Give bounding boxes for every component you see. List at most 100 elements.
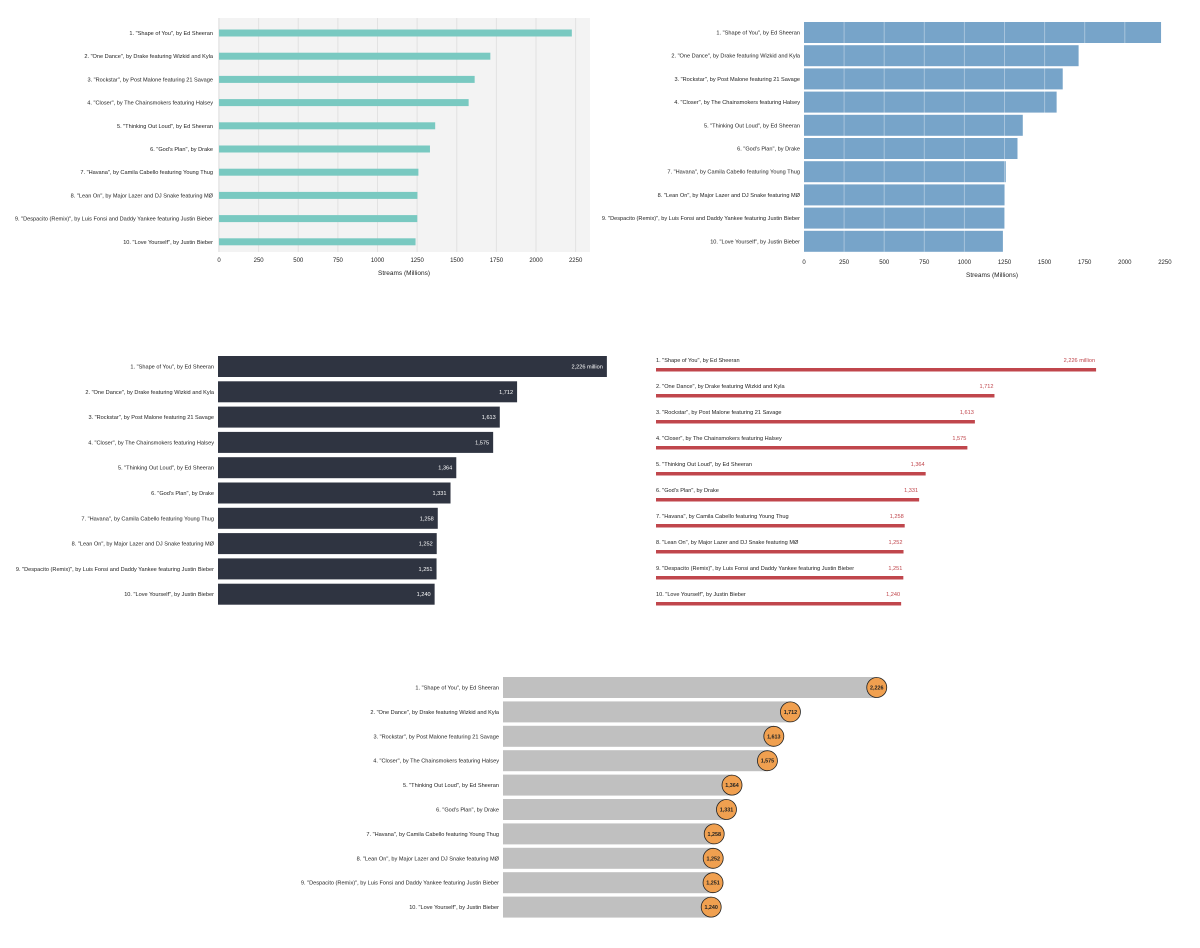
chart-1-category-label: 9. "Despacito (Remix)", by Luis Fonsi an… <box>15 217 213 223</box>
chart-5-category-label: 10. "Love Yourself", by Justin Bieber <box>409 905 499 911</box>
chart-5-category-label: 7. "Havana", by Camila Cabello featuring… <box>366 832 499 838</box>
chart-3-value-label: 2,226 million <box>571 365 602 371</box>
chart-3-category-label: 3. "Rockstar", by Post Malone featuring … <box>88 415 214 421</box>
chart-2-bar <box>804 207 1005 229</box>
chart-5-category-label: 1. "Shape of You", by Ed Sheeran <box>415 686 499 692</box>
chart-5-value-label: 1,252 <box>706 856 720 862</box>
chart-5-value-label: 1,331 <box>720 808 734 814</box>
chart-2-category-label: 1. "Shape of You", by Ed Sheeran <box>716 31 800 37</box>
chart-4-category-label: 2. "One Dance", by Drake featuring Wizki… <box>656 384 786 390</box>
chart-1-tick-label: 500 <box>293 258 304 264</box>
chart-2-blue: 1. "Shape of You", by Ed Sheeran 2. "One … <box>602 22 1172 279</box>
chart-2-tick-label: 1000 <box>958 260 972 266</box>
chart-5-category-label: 4. "Closer", by The Chainsmokers featuri… <box>373 759 499 765</box>
chart-4-value-label: 1,251 <box>888 566 902 572</box>
chart-3-category-label: 7. "Havana", by Camila Cabello featuring… <box>81 516 214 522</box>
chart-3-value-label: 1,251 <box>419 567 433 573</box>
chart-1-tick-label: 2250 <box>569 258 583 264</box>
chart-2-tick-label: 1500 <box>1038 260 1052 266</box>
chart-5-value-label: 1,575 <box>761 759 775 765</box>
chart-5-bar <box>503 823 715 845</box>
chart-2-tick-label: 1250 <box>998 260 1012 266</box>
chart-3-category-label: 4. "Closer", by The Chainsmokers featuri… <box>88 440 214 446</box>
chart-4-value-label: 1,258 <box>890 514 904 520</box>
chart-5-bar <box>503 750 768 772</box>
chart-4-bar <box>656 550 904 554</box>
chart-4-value-label: 2,226 million <box>1064 358 1095 364</box>
chart-5-value-marker <box>763 725 785 747</box>
chart-5-value-marker <box>757 750 778 772</box>
chart-2-bar <box>804 45 1079 67</box>
chart-1-bar <box>219 99 469 107</box>
chart-1-bar <box>219 238 416 246</box>
chart-3-category-label: 9. "Despacito (Remix)", by Luis Fonsi an… <box>16 567 214 573</box>
chart-3-value-label: 1,252 <box>419 542 433 548</box>
chart-1-category-label: 7. "Havana", by Camila Cabello featuring… <box>80 170 213 176</box>
chart-1-category-label: 4. "Closer", by The Chainsmokers featuri… <box>87 101 213 107</box>
chart-1-tick-label: 0 <box>217 258 221 264</box>
chart-1-category-label: 6. "God's Plan", by Drake <box>150 147 213 153</box>
chart-4-value-label: 1,613 <box>960 410 974 416</box>
chart-5-value-label: 1,258 <box>707 832 721 838</box>
chart-4-bar <box>656 420 975 424</box>
chart-2-bar <box>804 22 1162 43</box>
chart-5-value-marker <box>866 677 888 698</box>
chart-3-bar <box>218 583 435 605</box>
chart-2-bar <box>804 68 1063 90</box>
chart-4-bar <box>656 602 902 606</box>
chart-3-dark: 1. "Shape of You", by Ed Sheeran 2,226 mi… <box>16 356 607 605</box>
chart-5-category-label: 3. "Rockstar", by Post Malone featuring … <box>373 734 499 740</box>
chart-5-bar <box>503 896 712 918</box>
chart-3-value-label: 1,613 <box>482 415 496 421</box>
chart-2-tick-label: 2000 <box>1118 260 1132 266</box>
chart-4-bar <box>656 446 968 450</box>
chart-3-bar <box>218 457 457 479</box>
chart-3-category-label: 6. "God's Plan", by Drake <box>151 491 214 497</box>
chart-2-category-label: 10. "Love Yourself", by Justin Bieber <box>710 239 800 245</box>
chart-5-value-label: 1,251 <box>706 881 720 887</box>
chart-4-value-label: 1,712 <box>979 384 993 390</box>
chart-5-value-marker <box>780 701 801 723</box>
chart-5-category-label: 5. "Thinking Out Loud", by Ed Sheeran <box>403 783 499 789</box>
chart-4-bar <box>656 576 904 580</box>
chart-2-category-label: 3. "Rockstar", by Post Malone featuring … <box>674 77 800 83</box>
chart-3-bar <box>218 431 494 453</box>
chart-1-bar <box>219 168 419 176</box>
chart-4-category-label: 1. "Shape of You", by Ed Sheeran <box>656 358 740 364</box>
chart-3-bar <box>218 381 518 403</box>
chart-1-category-label: 1. "Shape of You", by Ed Sheeran <box>129 31 213 37</box>
chart-2-category-label: 5. "Thinking Out Loud", by Ed Sheeran <box>704 123 800 129</box>
chart-1-x-axis-label: Streams (Millions) <box>378 270 430 277</box>
chart-3-bar <box>218 482 451 504</box>
chart-4-category-label: 5. "Thinking Out Loud", by Ed Sheeran <box>656 462 752 468</box>
chart-2-tick-label: 1750 <box>1078 260 1092 266</box>
chart-4-value-label: 1,575 <box>952 436 966 442</box>
chart-2-category-label: 6. "God's Plan", by Drake <box>737 147 800 153</box>
chart-4-value-label: 1,252 <box>889 540 903 546</box>
chart-1-tick-label: 1750 <box>490 258 504 264</box>
chart-4-bar <box>656 368 1097 372</box>
chart-5-bar <box>503 677 877 698</box>
chart-4-value-label: 1,331 <box>904 488 918 494</box>
chart-5-bar <box>503 847 714 869</box>
chart-5-value-label: 2,226 <box>870 686 884 692</box>
chart-4-category-label: 6. "God's Plan", by Drake <box>656 488 719 494</box>
chart-5-bar <box>503 701 791 723</box>
chart-3-category-label: 8. "Lean On", by Major Lazer and DJ Snak… <box>72 542 215 548</box>
chart-4-bar <box>656 394 995 398</box>
chart-2-bar <box>804 91 1057 113</box>
chart-2-tick-label: 500 <box>879 260 890 266</box>
chart-5-category-label: 6. "God's Plan", by Drake <box>436 808 499 814</box>
chart-5-value-marker <box>721 774 743 796</box>
chart-4-category-label: 7. "Havana", by Camila Cabello featuring… <box>656 514 789 520</box>
chart-3-category-label: 10. "Love Yourself", by Justin Bieber <box>124 592 214 598</box>
chart-2-x-axis-label: Streams (Millions) <box>966 272 1018 279</box>
chart-1-tick-label: 2000 <box>529 258 543 264</box>
chart-1-bar <box>219 29 572 37</box>
chart-2-tick-label: 250 <box>839 260 850 266</box>
chart-5-grey: 1. "Shape of You", by Ed Sheeran 2,226 2. … <box>301 677 888 918</box>
chart-1-tick-label: 1250 <box>410 258 424 264</box>
chart-1-category-label: 5. "Thinking Out Loud", by Ed Sheeran <box>117 124 213 130</box>
chart-4-red: 1. "Shape of You", by Ed Sheeran 2,226 mi… <box>656 358 1097 606</box>
chart-1-tick-label: 1000 <box>371 258 385 264</box>
